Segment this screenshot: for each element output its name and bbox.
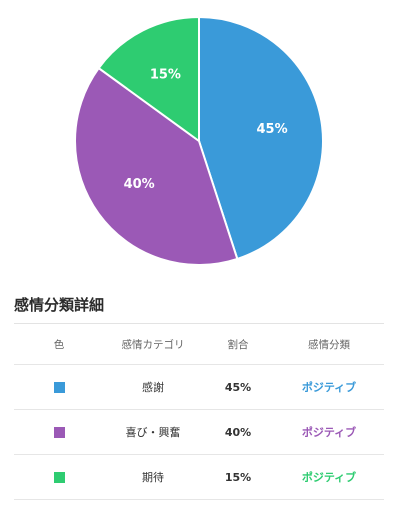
color-swatch (53, 427, 65, 438)
title-divider (14, 323, 384, 324)
category-cell: 感謝 (104, 364, 202, 410)
header-classification: 感情分類 (274, 324, 384, 365)
category-cell: 喜び・興奮 (104, 409, 202, 455)
category-cell: 期待 (104, 454, 202, 500)
classification-cell: ポジティブ (274, 409, 384, 455)
section-title: 感情分類詳細 (14, 296, 105, 314)
classification-cell: ポジティブ (274, 364, 384, 410)
header-color: 色 (14, 324, 104, 365)
pie-slice (97, 15, 200, 143)
table-row: 期待 15% ポジティブ (14, 454, 384, 500)
table-header-row: 色 感情カテゴリ 割合 感情分類 (14, 324, 384, 365)
table-row: 喜び・興奮 40% ポジティブ (14, 409, 384, 455)
header-category: 感情カテゴリ (104, 324, 202, 365)
color-swatch (53, 472, 65, 483)
pie-slice-label: 15% (150, 68, 181, 83)
pie-slice (198, 15, 324, 261)
ratio-cell: 40% (202, 409, 274, 455)
ratio-cell: 45% (202, 364, 274, 410)
color-swatch (53, 382, 65, 393)
pie-slice-label: 45% (257, 122, 288, 137)
pie-slice (74, 66, 239, 266)
emotion-detail-table: 色 感情カテゴリ 割合 感情分類 感謝 45% ポジティブ 喜び・興奮 40% … (14, 324, 384, 500)
classification-cell: ポジティブ (274, 454, 384, 500)
pie-slice-label: 40% (124, 177, 155, 192)
ratio-cell: 15% (202, 454, 274, 500)
table-row: 感謝 45% ポジティブ (14, 364, 384, 410)
header-ratio: 割合 (202, 324, 274, 365)
emotion-pie-chart: 45% 40% 15% (74, 15, 324, 266)
